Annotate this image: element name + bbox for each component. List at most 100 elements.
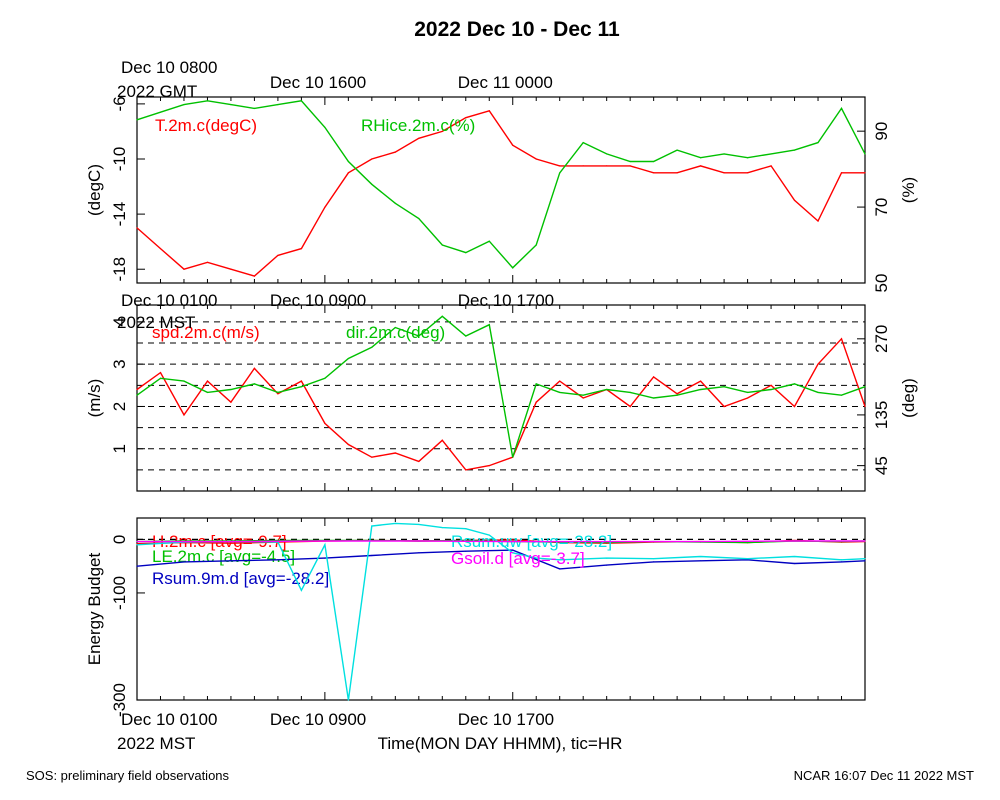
y-tick-label-right: 45: [872, 456, 891, 475]
data-point: [300, 589, 302, 591]
data-point: [770, 165, 772, 167]
mst-tick-label-top: Dec 10 0100: [121, 291, 217, 310]
data-point: [488, 324, 490, 326]
data-point: [746, 391, 749, 393]
data-point: [488, 110, 490, 112]
series-line: [137, 540, 865, 543]
data-point: [159, 377, 162, 379]
data-point: [206, 380, 209, 382]
data-point: [371, 554, 373, 557]
data-point: [371, 158, 373, 160]
data-point: [183, 380, 185, 382]
data-point: [817, 220, 819, 222]
data-point: [535, 401, 537, 403]
y-axis-label-left: (degC): [85, 164, 104, 216]
data-point: [606, 542, 608, 544]
data-point: [441, 130, 443, 133]
data-point: [746, 558, 749, 560]
series-line: [136, 100, 866, 269]
data-point: [840, 561, 843, 563]
data-point: [347, 443, 349, 446]
data-point: [582, 165, 584, 167]
data-point: [606, 540, 608, 543]
data-point: [277, 559, 279, 561]
data-point: [817, 141, 819, 144]
data-point: [136, 565, 138, 567]
mst-tick-label-bottom: Dec 10 0900: [270, 710, 366, 729]
data-point: [371, 183, 373, 185]
data-point: [653, 376, 655, 378]
data-point: [206, 391, 209, 393]
y-axis-label-left: Energy Budget: [85, 552, 104, 665]
data-point: [253, 275, 256, 277]
data-point: [653, 558, 655, 560]
data-point: [253, 383, 256, 385]
data-point: [465, 550, 467, 552]
data-point: [606, 564, 608, 566]
mst-year-label-bottom: 2022 MST: [117, 734, 195, 753]
y-tick-label-right: 135: [872, 401, 891, 429]
data-point: [793, 149, 796, 151]
data-point: [136, 543, 138, 545]
data-point: [723, 386, 725, 388]
data-point: [418, 523, 420, 526]
data-point: [136, 540, 138, 543]
data-point: [676, 149, 678, 151]
data-point: [700, 540, 702, 543]
mst-tick-label-bottom: Dec 10 1700: [458, 710, 554, 729]
data-point: [277, 103, 279, 106]
data-point: [347, 357, 349, 360]
data-point: [653, 397, 655, 399]
data-point: [606, 388, 608, 391]
data-point: [394, 151, 396, 153]
data-point: [559, 380, 561, 382]
data-point: [746, 157, 749, 159]
data-point: [183, 268, 185, 270]
y-tick-label: 1: [110, 444, 129, 453]
data-point: [441, 439, 443, 441]
y-tick-label: -18: [110, 257, 129, 282]
data-point: [230, 388, 232, 391]
data-point: [324, 377, 326, 379]
data-point: [300, 100, 302, 102]
data-point: [817, 391, 819, 393]
y-tick-label-right: 90: [872, 122, 891, 141]
data-point: [606, 165, 608, 167]
data-point: [559, 165, 561, 167]
data-point: [277, 391, 279, 393]
footer-note: SOS: preliminary field observations: [26, 768, 230, 783]
data-point: [418, 460, 420, 463]
data-point: [700, 157, 702, 159]
data-point: [512, 539, 514, 541]
data-point: [629, 405, 631, 408]
data-point: [394, 202, 396, 204]
data-point: [746, 397, 749, 399]
data-point: [629, 160, 631, 163]
data-point: [441, 315, 443, 317]
data-point: [300, 386, 302, 388]
data-point: [394, 522, 396, 524]
data-point: [159, 247, 162, 250]
data-point: [723, 172, 725, 174]
data-point: [746, 172, 749, 174]
data-point: [394, 326, 396, 329]
y-tick-label: -100: [110, 576, 129, 610]
data-point: [324, 557, 326, 559]
chart-title: 2022 Dec 10 - Dec 11: [414, 18, 620, 41]
data-point: [277, 393, 279, 395]
data-point: [840, 394, 843, 396]
series-label: RHice.2m.c(%): [361, 116, 475, 135]
data-point: [136, 227, 138, 229]
data-point: [324, 422, 326, 424]
data-point: [723, 153, 725, 155]
data-point: [700, 388, 702, 391]
data-point: [559, 172, 561, 174]
mst-tick-label-top: Dec 10 0900: [270, 291, 366, 310]
data-point: [864, 558, 866, 560]
data-point: [606, 153, 608, 155]
series-label: spd.2m.c(m/s): [152, 323, 260, 342]
x-axis-label: Time(MON DAY HHMM), tic=HR: [378, 734, 623, 753]
data-point: [512, 540, 514, 543]
